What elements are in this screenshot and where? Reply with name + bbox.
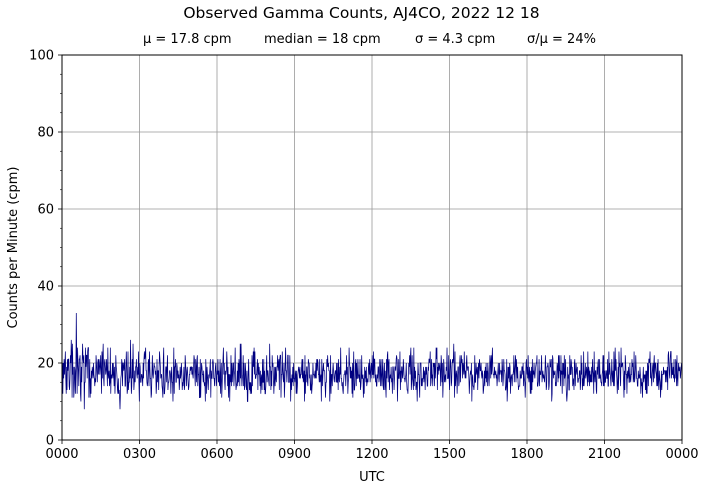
- chart-title: Observed Gamma Counts, AJ4CO, 2022 12 18: [183, 4, 540, 22]
- x-tick-label: 0000: [665, 447, 698, 462]
- y-tick-label: 100: [29, 49, 54, 64]
- x-tick-label: 2100: [588, 447, 621, 462]
- x-tick-label: 1200: [355, 447, 388, 462]
- gridlines: [62, 55, 682, 440]
- y-tick-label: 20: [37, 357, 54, 372]
- y-tick-label: 60: [37, 203, 54, 218]
- stat-std: σ = 4.3 cpm: [415, 32, 496, 47]
- x-tick-label: 0300: [123, 447, 156, 462]
- y-tick-label: 0: [46, 434, 54, 449]
- y-tick-label: 80: [37, 126, 54, 141]
- series-layer: [61, 312, 683, 410]
- axis-ticks: 0000 0300 0600 0900 1200 1500 1800 2100 00000204…: [29, 49, 698, 463]
- x-axis-label: UTC: [359, 470, 385, 485]
- chart-statistics: μ = 17.8 cpm median = 18 cpm σ = 4.3 cpm…: [0, 32, 705, 48]
- x-tick-label: 1500: [433, 447, 466, 462]
- stat-median: median = 18 cpm: [264, 32, 381, 47]
- x-tick-label: 0000: [45, 447, 78, 462]
- y-tick-label: 40: [37, 280, 54, 295]
- x-tick-label: 0600: [200, 447, 233, 462]
- y-axis-label: Counts per Minute (cpm): [6, 167, 21, 329]
- stat-cv: σ/μ = 24%: [527, 32, 596, 47]
- stat-mean: μ = 17.8 cpm: [143, 32, 232, 47]
- x-tick-label: 0900: [278, 447, 311, 462]
- x-tick-label: 1800: [510, 447, 543, 462]
- series-line: [61, 312, 683, 410]
